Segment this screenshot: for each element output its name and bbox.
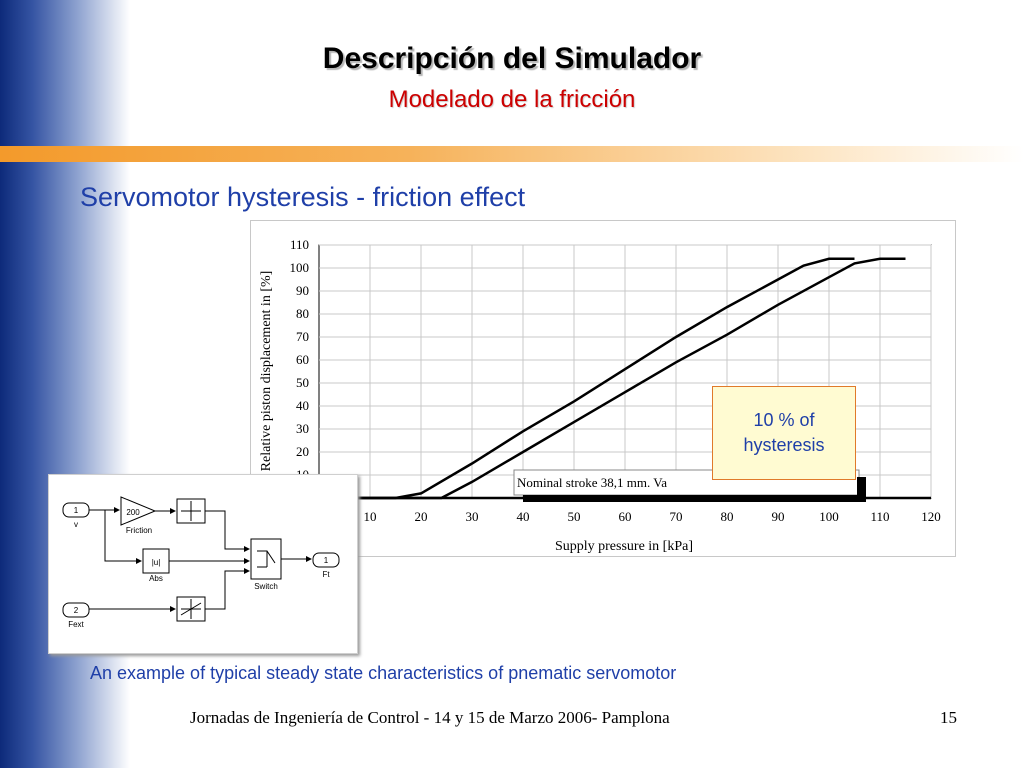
outport-ft-label: Ft xyxy=(322,570,330,579)
saturation-block xyxy=(176,596,206,622)
x-tick-label: 30 xyxy=(466,509,479,524)
series-line-2 xyxy=(319,257,906,500)
x-tick-label: 90 xyxy=(772,509,785,524)
x-tick-label: 40 xyxy=(517,509,530,524)
annotation-marker xyxy=(857,477,866,502)
x-tick-label: 80 xyxy=(721,509,734,524)
footer-text: Jornadas de Ingeniería de Control - 14 y… xyxy=(190,708,670,727)
slide-subtitle: Modelado de la fricción xyxy=(388,86,636,113)
x-tick-label: 60 xyxy=(619,509,632,524)
x-tick-label: 10 xyxy=(364,509,377,524)
slide-title: Descripción del Simulador xyxy=(322,42,702,75)
y-tick-label: 40 xyxy=(296,398,309,413)
chart-series xyxy=(319,257,906,500)
simulink-canvas: 1 v 200 Friction |u| Abs 2 Fext xyxy=(62,496,340,629)
switch-block: Switch xyxy=(250,538,282,591)
series-line-1 xyxy=(319,257,855,500)
hysteresis-callout: 10 % of hysteresis xyxy=(712,386,856,480)
y-tick-label: 80 xyxy=(296,306,309,321)
inport-v-label: v xyxy=(74,520,78,529)
abs-block: |u| Abs xyxy=(142,548,170,583)
outport-ft-block: 1 Ft xyxy=(312,552,340,579)
inport-v-block: 1 v xyxy=(62,502,90,529)
friction-gain-value: 200 xyxy=(126,508,140,517)
signal-lines xyxy=(89,507,312,612)
friction-gain-block: 200 Friction xyxy=(120,496,157,535)
x-axis-label: Supply pressure in [kPa] xyxy=(555,539,693,554)
annotation-band xyxy=(523,495,863,502)
abs-symbol: |u| xyxy=(152,558,161,567)
orange-divider-bar xyxy=(0,146,1024,162)
inport-fext-label: Fext xyxy=(68,620,84,629)
x-tick-label: 50 xyxy=(568,509,581,524)
inport-v-number: 1 xyxy=(74,506,79,515)
inport-fext-number: 2 xyxy=(74,606,79,615)
page-number: 15 xyxy=(940,708,957,727)
x-tick-label: 20 xyxy=(415,509,428,524)
simulink-diagram: 1 v 200 Friction |u| Abs 2 Fext xyxy=(48,474,358,654)
x-tick-label: 120 xyxy=(921,509,941,524)
chart-ticks: 1020304050607080901001101201020304050607… xyxy=(290,237,941,524)
y-tick-label: 70 xyxy=(296,329,309,344)
switch-label: Switch xyxy=(254,582,278,591)
x-tick-label: 100 xyxy=(819,509,839,524)
y-axis-label: Relative piston displacement in [%] xyxy=(259,271,274,472)
y-tick-label: 100 xyxy=(290,260,310,275)
annotation-text: Nominal stroke 38,1 mm. Va xyxy=(517,475,667,490)
outport-ft-number: 1 xyxy=(324,556,329,565)
section-heading: Servomotor hysteresis - friction effect xyxy=(80,182,526,212)
x-tick-label: 70 xyxy=(670,509,683,524)
sign-block xyxy=(176,498,206,524)
y-tick-label: 90 xyxy=(296,283,309,298)
y-tick-label: 30 xyxy=(296,421,309,436)
inport-fext-block: 2 Fext xyxy=(62,602,90,629)
y-tick-label: 110 xyxy=(290,237,309,252)
friction-gain-label: Friction xyxy=(126,526,152,535)
abs-label: Abs xyxy=(149,574,163,583)
figure-caption: An example of typical steady state chara… xyxy=(90,663,677,683)
x-tick-label: 110 xyxy=(870,509,889,524)
y-tick-label: 50 xyxy=(296,375,309,390)
y-tick-label: 20 xyxy=(296,444,309,459)
y-tick-label: 60 xyxy=(296,352,309,367)
